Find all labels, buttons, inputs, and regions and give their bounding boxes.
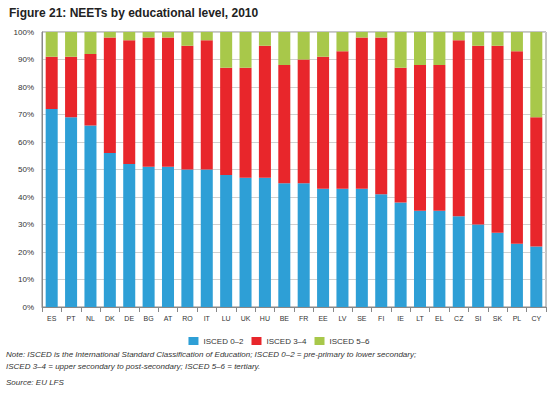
svg-text:DE: DE bbox=[124, 315, 134, 322]
svg-text:BE: BE bbox=[280, 315, 290, 322]
svg-text:10%: 10% bbox=[18, 275, 34, 284]
svg-text:FR: FR bbox=[299, 315, 308, 322]
svg-text:Figure 21: NEETs by educationa: Figure 21: NEETs by educational level, 2… bbox=[9, 6, 259, 20]
svg-text:SE: SE bbox=[357, 315, 367, 322]
svg-text:60%: 60% bbox=[18, 138, 34, 147]
svg-text:90%: 90% bbox=[18, 55, 34, 64]
svg-text:PL: PL bbox=[513, 315, 522, 322]
svg-text:LV: LV bbox=[338, 315, 346, 322]
svg-text:ISCED 5–6: ISCED 5–6 bbox=[330, 337, 371, 346]
svg-text:ISCED 3–4: ISCED 3–4 bbox=[266, 337, 307, 346]
svg-text:DK: DK bbox=[105, 315, 115, 322]
svg-text:100%: 100% bbox=[14, 28, 34, 37]
svg-text:50%: 50% bbox=[18, 165, 34, 174]
svg-text:ISCED 0–2: ISCED 0–2 bbox=[203, 337, 244, 346]
svg-text:70%: 70% bbox=[18, 110, 34, 119]
svg-text:80%: 80% bbox=[18, 83, 34, 92]
svg-text:0%: 0% bbox=[22, 303, 34, 312]
svg-text:PT: PT bbox=[67, 315, 77, 322]
svg-text:CZ: CZ bbox=[454, 315, 464, 322]
svg-text:IE: IE bbox=[397, 315, 404, 322]
svg-text:EL: EL bbox=[435, 315, 444, 322]
svg-text:LT: LT bbox=[416, 315, 424, 322]
svg-text:AT: AT bbox=[164, 315, 173, 322]
svg-text:UK: UK bbox=[241, 315, 251, 322]
svg-text:20%: 20% bbox=[18, 248, 34, 257]
svg-text:LU: LU bbox=[222, 315, 231, 322]
svg-text:40%: 40% bbox=[18, 193, 34, 202]
svg-text:ES: ES bbox=[47, 315, 57, 322]
svg-text:HU: HU bbox=[260, 315, 270, 322]
svg-text:RO: RO bbox=[182, 315, 193, 322]
svg-text:NL: NL bbox=[86, 315, 95, 322]
svg-text:BG: BG bbox=[144, 315, 154, 322]
svg-text:FI: FI bbox=[378, 315, 384, 322]
svg-text:Note: ISCED is the Internation: Note: ISCED is the International Standar… bbox=[6, 350, 416, 359]
svg-text:EE: EE bbox=[318, 315, 328, 322]
svg-text:SK: SK bbox=[493, 315, 503, 322]
svg-text:Source: EU LFS: Source: EU LFS bbox=[6, 378, 64, 387]
svg-text:IT: IT bbox=[204, 315, 211, 322]
svg-text:SI: SI bbox=[475, 315, 482, 322]
svg-text:ISCED 3–4 = upper secondary to: ISCED 3–4 = upper secondary to post-seco… bbox=[6, 362, 260, 371]
svg-text:30%: 30% bbox=[18, 220, 34, 229]
svg-text:CY: CY bbox=[531, 315, 541, 322]
